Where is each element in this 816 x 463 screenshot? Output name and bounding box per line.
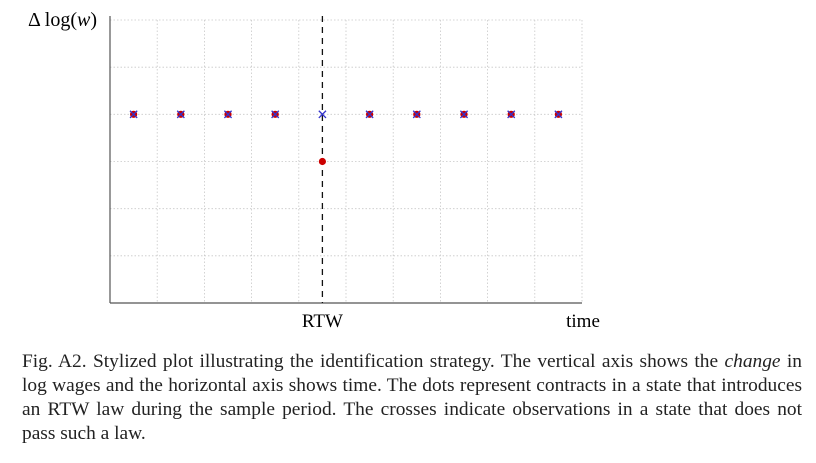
data-points (129, 110, 563, 166)
x-axis-label: time (566, 311, 600, 332)
y-axis-label: Δ log(w) (28, 9, 97, 31)
observation-cross (365, 110, 374, 119)
y-axis-label-variable: w (77, 9, 91, 31)
observation-cross (412, 110, 421, 119)
x-tick-label-rtw: RTW (302, 311, 343, 332)
contract-dot (318, 157, 326, 166)
chart: Δ log(w) RTW time (28, 9, 600, 332)
caption-emphasis: change (724, 351, 781, 372)
observation-cross (554, 110, 563, 119)
observation-cross (129, 110, 138, 119)
observation-cross (507, 110, 516, 119)
grid (110, 19, 583, 303)
observation-cross (271, 110, 280, 119)
y-axis-label-suffix: ) (90, 9, 97, 31)
observation-cross (459, 110, 469, 119)
observation-cross (223, 110, 233, 119)
observation-cross (176, 110, 185, 119)
figure-caption: Fig. A2. Stylized plot illustrating the … (22, 350, 802, 446)
caption-rest: in log wages and the horizontal axis sho… (22, 351, 802, 444)
y-axis-label-prefix: Δ log( (28, 9, 77, 31)
caption-prefix: Fig. A2. Stylized plot illustrating the … (22, 351, 719, 372)
observation-cross (318, 110, 327, 119)
